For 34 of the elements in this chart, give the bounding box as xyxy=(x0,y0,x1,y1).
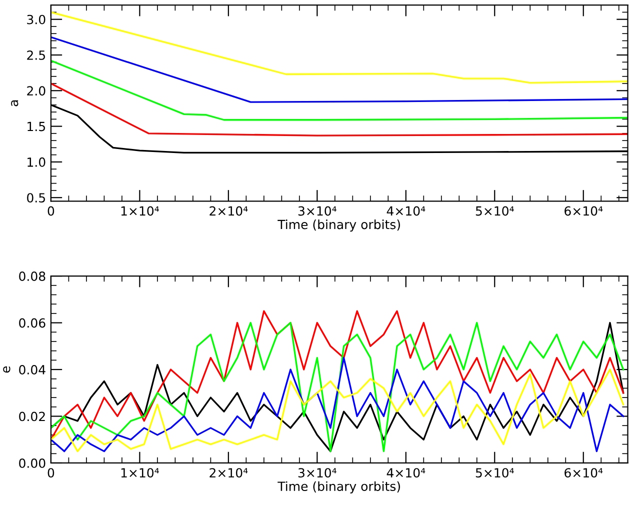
x-axis-title: Time (binary orbits) xyxy=(278,481,400,494)
x-tick-label: 3×10⁴ xyxy=(298,206,336,216)
y-tick-label: 0.04 xyxy=(19,364,46,374)
line-series xyxy=(50,36,628,103)
line-series xyxy=(50,310,624,440)
y-axis-title: a xyxy=(11,100,18,106)
y-tick-label: 1.5 xyxy=(28,122,45,132)
x-tick-label: 2×10⁴ xyxy=(210,206,248,216)
y-tick-label: 2.5 xyxy=(27,50,45,60)
x-tick-label: 6×10⁴ xyxy=(564,206,603,216)
x-tick-label: 5×10⁴ xyxy=(476,468,514,478)
y-tick-label: 0.06 xyxy=(19,318,46,328)
x-tick-label: 0 xyxy=(48,206,54,216)
y-tick-label: 0.00 xyxy=(19,458,46,468)
line-series xyxy=(50,60,628,121)
y-axis-title: e xyxy=(3,366,10,373)
y-tick-label: 1.0 xyxy=(28,157,46,167)
y-tick-label: 0.02 xyxy=(19,412,45,422)
x-tick-label: 5×10⁴ xyxy=(476,206,514,216)
y-tick-label: 2.0 xyxy=(27,86,46,96)
x-tick-label: 4×10⁴ xyxy=(386,206,426,216)
x-tick-label: 1×10⁴ xyxy=(121,468,159,478)
x-tick-label: 2×10⁴ xyxy=(210,468,248,478)
y-tick-label: 0.08 xyxy=(19,272,46,281)
y-tick-label: 3.0 xyxy=(27,14,46,24)
x-tick-label: 1×10⁴ xyxy=(121,206,159,216)
line-series xyxy=(50,82,628,136)
x-tick-label: 6×10⁴ xyxy=(564,468,603,478)
y-tick-label: 0.5 xyxy=(27,193,45,203)
x-tick-label: 0 xyxy=(48,468,54,478)
x-tick-label: 3×10⁴ xyxy=(298,468,336,478)
line-series xyxy=(50,11,628,84)
x-axis-title: Time (binary orbits) xyxy=(278,220,400,232)
x-tick-label: 4×10⁴ xyxy=(386,468,426,478)
